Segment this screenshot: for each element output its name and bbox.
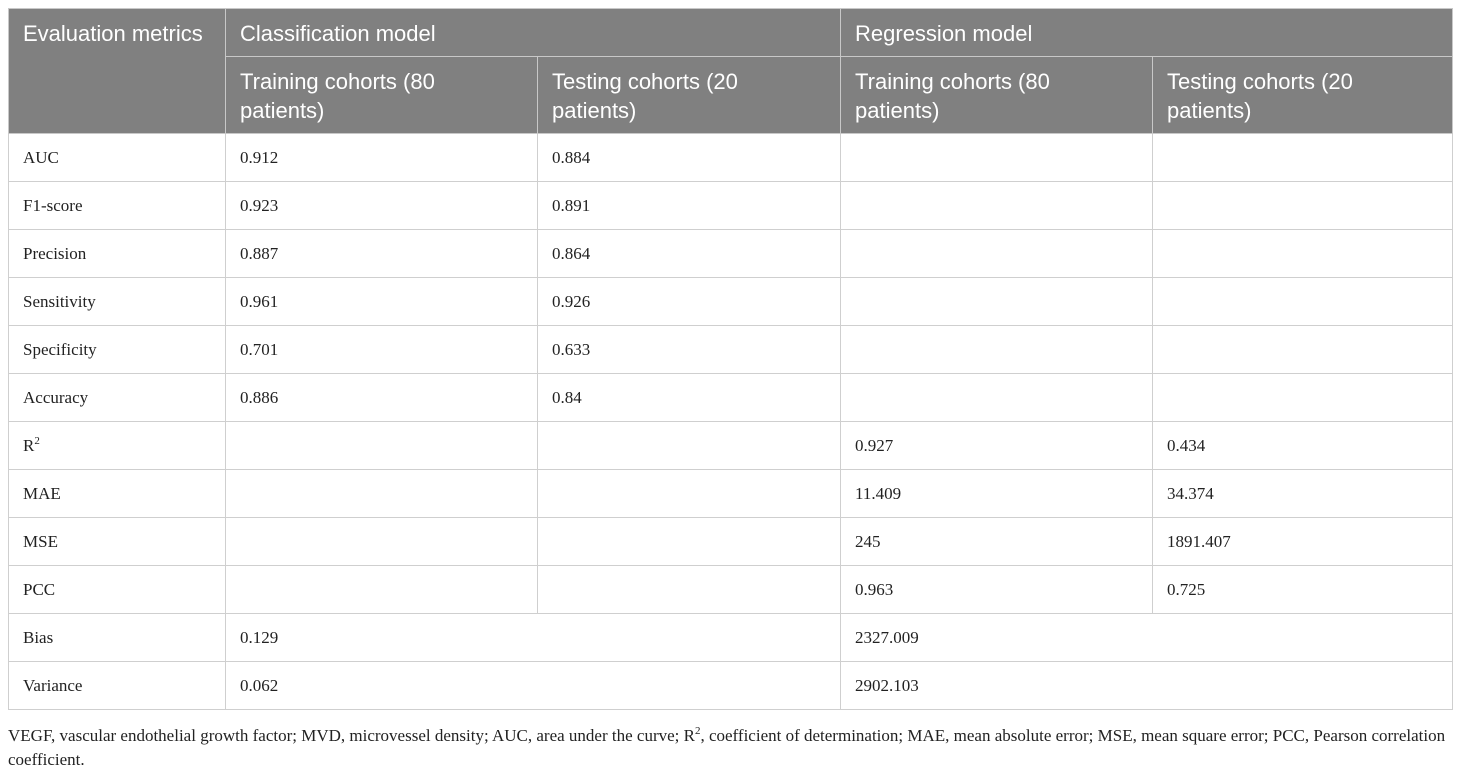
regression-training-cell: 245 <box>840 517 1154 566</box>
regression-testing-cell <box>1152 325 1454 374</box>
table-row: MAE 11.409 34.374 <box>8 469 1454 518</box>
classification-testing-cell: 0.84 <box>536 373 842 422</box>
regression-training-cell: 11.409 <box>840 469 1154 518</box>
classification-testing-cell: 0.633 <box>536 325 842 374</box>
footnote-text-part1: VEGF, vascular endothelial growth factor… <box>8 726 695 745</box>
classification-training-cell: 0.887 <box>225 229 538 278</box>
metric-cell: R2 <box>8 421 226 470</box>
regression-training-cell <box>840 181 1154 230</box>
metric-cell: MSE <box>8 517 226 566</box>
table-row: Precision 0.887 0.864 <box>8 229 1454 278</box>
classification-training-cell <box>225 469 538 518</box>
classification-testing-cell: 0.891 <box>536 181 842 230</box>
classification-training-cell <box>225 565 538 614</box>
regression-testing-cell: 0.725 <box>1152 565 1454 614</box>
header-regression-testing: Testing cohorts (20 patients) <box>1152 56 1454 134</box>
regression-training-cell <box>840 133 1154 182</box>
table-row: MSE 245 1891.407 <box>8 517 1454 566</box>
regression-testing-cell <box>1152 229 1454 278</box>
classification-training-cell: 0.923 <box>225 181 538 230</box>
table-row: Accuracy 0.886 0.84 <box>8 373 1454 422</box>
header-classification-testing: Testing cohorts (20 patients) <box>536 56 842 134</box>
regression-training-cell: 0.927 <box>840 421 1154 470</box>
table-row: AUC 0.912 0.884 <box>8 133 1454 182</box>
metrics-table-container: Evaluation metrics Classification model … <box>8 8 1454 710</box>
header-classification-training: Training cohorts (80 patients) <box>225 56 538 134</box>
table-row: R2 0.927 0.434 <box>8 421 1454 470</box>
metric-cell: Precision <box>8 229 226 278</box>
header-regression-model: Regression model <box>840 8 1454 57</box>
metric-cell: F1-score <box>8 181 226 230</box>
regression-training-cell <box>840 373 1154 422</box>
classification-testing-cell <box>536 565 842 614</box>
regression-testing-cell <box>1152 133 1454 182</box>
table-footnote: VEGF, vascular endothelial growth factor… <box>8 724 1452 772</box>
metric-cell: MAE <box>8 469 226 518</box>
header-regression-training: Training cohorts (80 patients) <box>840 56 1154 134</box>
header-row-2: Training cohorts (80 patients) Testing c… <box>9 56 1454 134</box>
regression-training-cell <box>840 229 1154 278</box>
metrics-table: Evaluation metrics Classification model … <box>8 8 1454 710</box>
classification-testing-cell <box>536 517 842 566</box>
table-row: F1-score 0.923 0.891 <box>8 181 1454 230</box>
header-classification-model: Classification model <box>224 8 842 57</box>
table-row: Specificity 0.701 0.633 <box>8 325 1454 374</box>
metric-cell: Sensitivity <box>8 277 226 326</box>
regression-training-cell: 0.963 <box>840 565 1154 614</box>
footnote-superscript: 2 <box>694 725 701 737</box>
classification-merged-cell: 0.062 <box>224 661 842 710</box>
regression-training-cell <box>840 325 1154 374</box>
regression-testing-cell <box>1152 277 1454 326</box>
footnote-text-part2: , coefficient of determination; MAE, mea… <box>8 726 1446 769</box>
classification-training-cell: 0.886 <box>225 373 538 422</box>
classification-training-cell: 0.912 <box>225 133 538 182</box>
classification-testing-cell: 0.926 <box>536 277 842 326</box>
classification-training-cell: 0.701 <box>225 325 538 374</box>
header-row-1: Evaluation metrics Classification model … <box>8 8 1454 134</box>
metric-superscript: 2 <box>34 434 40 447</box>
classification-training-cell <box>225 517 538 566</box>
regression-testing-cell <box>1152 181 1454 230</box>
table-row: Bias 0.129 2327.009 <box>8 613 1454 662</box>
metric-cell: PCC <box>8 565 226 614</box>
header-evaluation-metrics: Evaluation metrics <box>8 8 226 134</box>
classification-merged-cell: 0.129 <box>224 613 842 662</box>
table-row: Sensitivity 0.961 0.926 <box>8 277 1454 326</box>
metric-cell: Accuracy <box>8 373 226 422</box>
metric-label: R <box>23 435 35 455</box>
table-row: PCC 0.963 0.725 <box>8 565 1454 614</box>
regression-training-cell <box>840 277 1154 326</box>
classification-testing-cell <box>536 469 842 518</box>
metric-cell: Bias <box>8 613 226 662</box>
classification-training-cell: 0.961 <box>225 277 538 326</box>
regression-merged-cell: 2902.103 <box>840 661 1454 710</box>
metric-cell: Variance <box>8 661 226 710</box>
metric-cell: AUC <box>8 133 226 182</box>
classification-testing-cell: 0.884 <box>536 133 842 182</box>
regression-testing-cell: 0.434 <box>1152 421 1454 470</box>
regression-testing-cell: 34.374 <box>1152 469 1454 518</box>
regression-testing-cell <box>1152 373 1454 422</box>
table-row: Variance 0.062 2902.103 <box>8 661 1454 710</box>
classification-testing-cell <box>536 421 842 470</box>
classification-testing-cell: 0.864 <box>536 229 842 278</box>
metric-cell: Specificity <box>8 325 226 374</box>
regression-merged-cell: 2327.009 <box>840 613 1454 662</box>
classification-training-cell <box>225 421 538 470</box>
regression-testing-cell: 1891.407 <box>1152 517 1454 566</box>
